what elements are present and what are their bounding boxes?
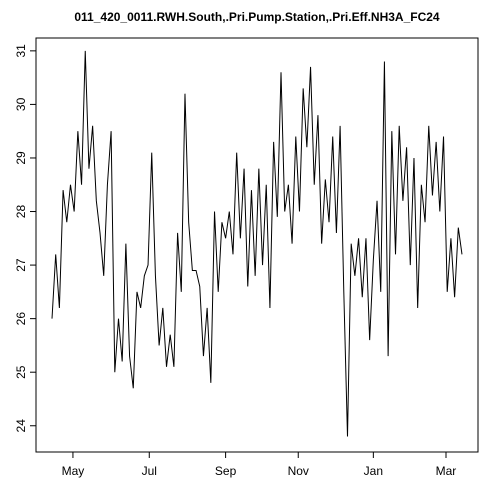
x-tick-label: Jan bbox=[364, 464, 383, 478]
series-line bbox=[51, 50, 463, 437]
x-tick-label: Jul bbox=[142, 464, 157, 478]
x-tick-label: Sep bbox=[215, 464, 237, 478]
y-tick-label: 26 bbox=[14, 312, 28, 326]
y-tick-label: 31 bbox=[14, 44, 28, 58]
plot-box bbox=[35, 37, 479, 453]
y-tick-label: 28 bbox=[14, 205, 28, 219]
y-tick-label: 25 bbox=[14, 365, 28, 379]
x-tick-label: Mar bbox=[436, 464, 457, 478]
y-tick-label: 27 bbox=[14, 258, 28, 272]
y-tick-label: 24 bbox=[14, 419, 28, 433]
x-tick-label: May bbox=[62, 464, 85, 478]
y-tick-label: 30 bbox=[14, 97, 28, 111]
y-tick-label: 29 bbox=[14, 151, 28, 165]
chart-title: 011_420_0011.RWH.South,.Pri.Pump.Station… bbox=[74, 10, 440, 24]
x-tick-label: Nov bbox=[288, 464, 309, 478]
